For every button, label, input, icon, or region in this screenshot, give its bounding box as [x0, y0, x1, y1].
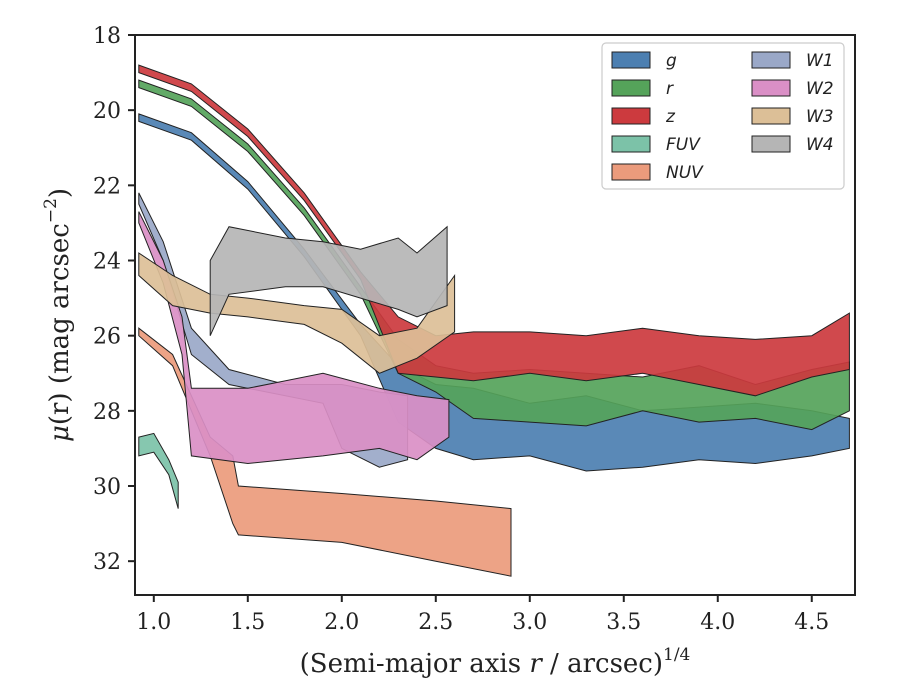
- y-tick-label: 18: [93, 24, 121, 49]
- y-tick-label: 24: [93, 250, 121, 275]
- legend-swatch-z: [611, 107, 651, 125]
- x-axis-label-prefix: (Semi-major axis: [300, 649, 530, 679]
- y-tick-label: 20: [93, 99, 121, 124]
- legend: grz FUV NUV W1 W2 W3 W4: [601, 42, 845, 190]
- x-tick-label: 2.0: [324, 610, 359, 635]
- x-tick-label: 3.5: [606, 610, 641, 635]
- legend-label-w2: W2: [806, 79, 834, 99]
- y-axis-label-power: −2: [41, 198, 61, 223]
- legend-swatch-w1: [751, 51, 791, 69]
- y-tick-label: 22: [93, 174, 121, 199]
- legend-label-nuv: NUV: [666, 163, 704, 183]
- x-axis-label-power: 1/4: [663, 645, 690, 665]
- y-tick-label: 26: [93, 325, 121, 350]
- x-tick-label: 1.0: [136, 610, 171, 635]
- y-axis: 18 20 22 24 26 28 30 32: [93, 24, 135, 575]
- band-w4: [209, 225, 448, 336]
- x-axis-label: (Semi-major axis r / arcsec)1/4: [300, 645, 691, 679]
- y-tick-label: 28: [93, 400, 121, 425]
- legend-label-g: g: [666, 51, 677, 71]
- y-axis-label-symbol: μ: [45, 425, 75, 442]
- x-tick-label: 1.5: [230, 610, 265, 635]
- band-fuv: [138, 432, 179, 509]
- legend-swatch-w2: [751, 79, 791, 97]
- series-layer: [138, 64, 850, 577]
- y-axis-label: μ(r) (mag arcsec−2): [41, 188, 75, 442]
- x-axis: 1.0 1.5 2.0 2.5 3.0 3.5 4.0 4.5: [136, 595, 829, 635]
- legend-swatch-nuv: [611, 163, 651, 181]
- legend-label-w4: W4: [806, 135, 834, 155]
- x-tick-label: 4.0: [700, 610, 735, 635]
- legend-swatch-fuv: [611, 135, 651, 153]
- band-w2: [138, 211, 450, 465]
- y-axis-label-main: (r) (mag arcsec: [45, 223, 75, 425]
- x-tick-label: 3.0: [512, 610, 547, 635]
- y-tick-label: 32: [93, 550, 121, 575]
- x-tick-label: 2.5: [418, 610, 453, 635]
- x-axis-label-variable: r: [529, 649, 543, 679]
- x-axis-label-suffix: / arcsec): [542, 649, 663, 679]
- y-tick-label: 30: [93, 475, 121, 500]
- legend-label-r: r: [666, 79, 674, 99]
- legend-swatch-w3: [751, 107, 791, 125]
- x-tick-label: 4.5: [794, 610, 829, 635]
- legend-label-z: z: [665, 107, 676, 127]
- legend-swatch-w4: [751, 135, 791, 153]
- legend-label-w3: W3: [806, 107, 834, 127]
- plot-frame: [134, 34, 856, 596]
- legend-label-fuv: FUV: [666, 135, 701, 155]
- legend-label-w1: W1: [806, 51, 834, 71]
- legend-swatch-g: [611, 51, 651, 69]
- legend-swatch-r: [611, 79, 651, 97]
- y-axis-label-close: ): [45, 188, 75, 198]
